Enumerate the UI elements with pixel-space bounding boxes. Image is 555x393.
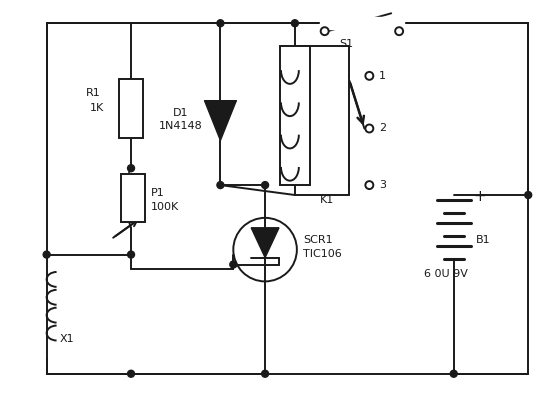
Circle shape <box>261 370 269 377</box>
Circle shape <box>524 191 532 198</box>
Text: SCR1: SCR1 <box>303 235 332 245</box>
Circle shape <box>450 370 457 377</box>
Circle shape <box>128 251 134 258</box>
Text: +: + <box>473 189 486 204</box>
Circle shape <box>321 27 329 35</box>
Text: R1: R1 <box>87 88 101 98</box>
Circle shape <box>217 182 224 189</box>
Text: 1: 1 <box>379 71 386 81</box>
Text: 1N4148: 1N4148 <box>159 121 203 132</box>
Circle shape <box>395 27 403 35</box>
Text: D1: D1 <box>173 108 188 118</box>
Text: 6 0U 9V: 6 0U 9V <box>424 270 468 279</box>
Text: 3: 3 <box>379 180 386 190</box>
Text: X1: X1 <box>59 334 74 344</box>
Bar <box>280 46 310 185</box>
Text: P1: P1 <box>151 188 165 198</box>
Circle shape <box>128 165 134 172</box>
Text: 100K: 100K <box>151 202 179 212</box>
Bar <box>119 79 143 138</box>
Circle shape <box>230 261 237 268</box>
Circle shape <box>128 370 134 377</box>
Circle shape <box>365 125 374 132</box>
Circle shape <box>43 251 50 258</box>
Circle shape <box>217 20 224 27</box>
Circle shape <box>291 20 299 27</box>
Text: K1: K1 <box>320 195 334 205</box>
Circle shape <box>365 181 374 189</box>
Text: 2: 2 <box>379 123 386 134</box>
Polygon shape <box>205 101 236 140</box>
Text: 1K: 1K <box>89 103 104 113</box>
Polygon shape <box>251 228 279 257</box>
Bar <box>121 174 145 222</box>
Text: S1: S1 <box>340 39 354 49</box>
Circle shape <box>261 182 269 189</box>
Text: TIC106: TIC106 <box>303 249 341 259</box>
Circle shape <box>365 72 374 80</box>
Text: B1: B1 <box>476 235 490 245</box>
